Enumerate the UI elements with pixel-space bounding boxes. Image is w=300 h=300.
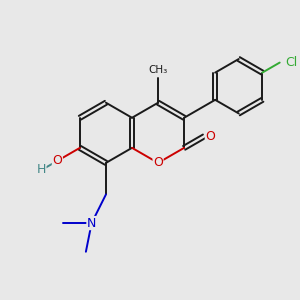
Text: N: N	[87, 217, 96, 230]
Text: O: O	[52, 154, 62, 166]
Text: Cl: Cl	[285, 56, 297, 69]
Text: O: O	[153, 156, 163, 170]
Text: H: H	[37, 163, 46, 176]
Text: O: O	[206, 130, 215, 143]
Text: CH₃: CH₃	[148, 65, 168, 76]
